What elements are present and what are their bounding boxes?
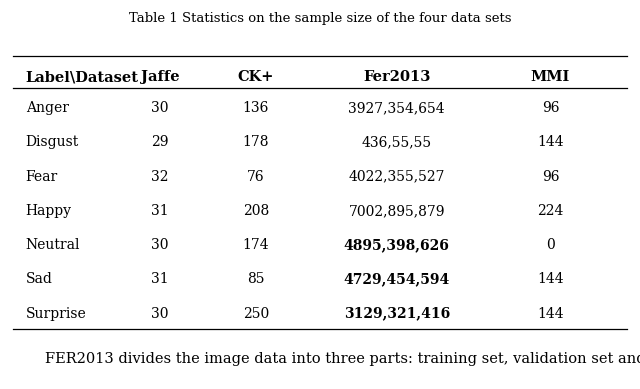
Text: Fear: Fear [26, 170, 58, 184]
Text: MMI: MMI [531, 70, 570, 84]
Text: 144: 144 [537, 272, 564, 286]
Text: Jaffe: Jaffe [141, 70, 179, 84]
Text: 76: 76 [247, 170, 265, 184]
Text: Happy: Happy [26, 204, 72, 218]
Text: 4729,454,594: 4729,454,594 [344, 272, 450, 286]
Text: 31: 31 [151, 272, 169, 286]
Text: 31: 31 [151, 204, 169, 218]
Text: 96: 96 [541, 101, 559, 115]
Text: 96: 96 [541, 170, 559, 184]
Text: Disgust: Disgust [26, 135, 79, 149]
Text: CK+: CK+ [238, 70, 274, 84]
Text: 0: 0 [546, 238, 555, 252]
Text: 174: 174 [243, 238, 269, 252]
Text: Neutral: Neutral [26, 238, 80, 252]
Text: 30: 30 [151, 101, 169, 115]
Text: Sad: Sad [26, 272, 52, 286]
Text: 436,55,55: 436,55,55 [362, 135, 432, 149]
Text: Label\Dataset: Label\Dataset [26, 70, 139, 84]
Text: 32: 32 [151, 170, 169, 184]
Text: Surprise: Surprise [26, 307, 86, 321]
Text: 4022,355,527: 4022,355,527 [349, 170, 445, 184]
Text: 29: 29 [151, 135, 169, 149]
Text: 4895,398,626: 4895,398,626 [344, 238, 450, 252]
Text: 208: 208 [243, 204, 269, 218]
Text: 250: 250 [243, 307, 269, 321]
Text: 144: 144 [537, 135, 564, 149]
Text: 3927,354,654: 3927,354,654 [349, 101, 445, 115]
Text: Table 1 Statistics on the sample size of the four data sets: Table 1 Statistics on the sample size of… [129, 12, 511, 25]
Text: 144: 144 [537, 307, 564, 321]
Text: FER2013 divides the image data into three parts: training set, validation set an: FER2013 divides the image data into thre… [45, 352, 640, 366]
Text: 178: 178 [243, 135, 269, 149]
Text: 85: 85 [247, 272, 265, 286]
Text: 224: 224 [537, 204, 564, 218]
Text: Anger: Anger [26, 101, 68, 115]
Text: 30: 30 [151, 238, 169, 252]
Text: Fer2013: Fer2013 [363, 70, 431, 84]
Text: 136: 136 [243, 101, 269, 115]
Text: 30: 30 [151, 307, 169, 321]
Text: 3129,321,416: 3129,321,416 [344, 307, 450, 321]
Text: 7002,895,879: 7002,895,879 [349, 204, 445, 218]
